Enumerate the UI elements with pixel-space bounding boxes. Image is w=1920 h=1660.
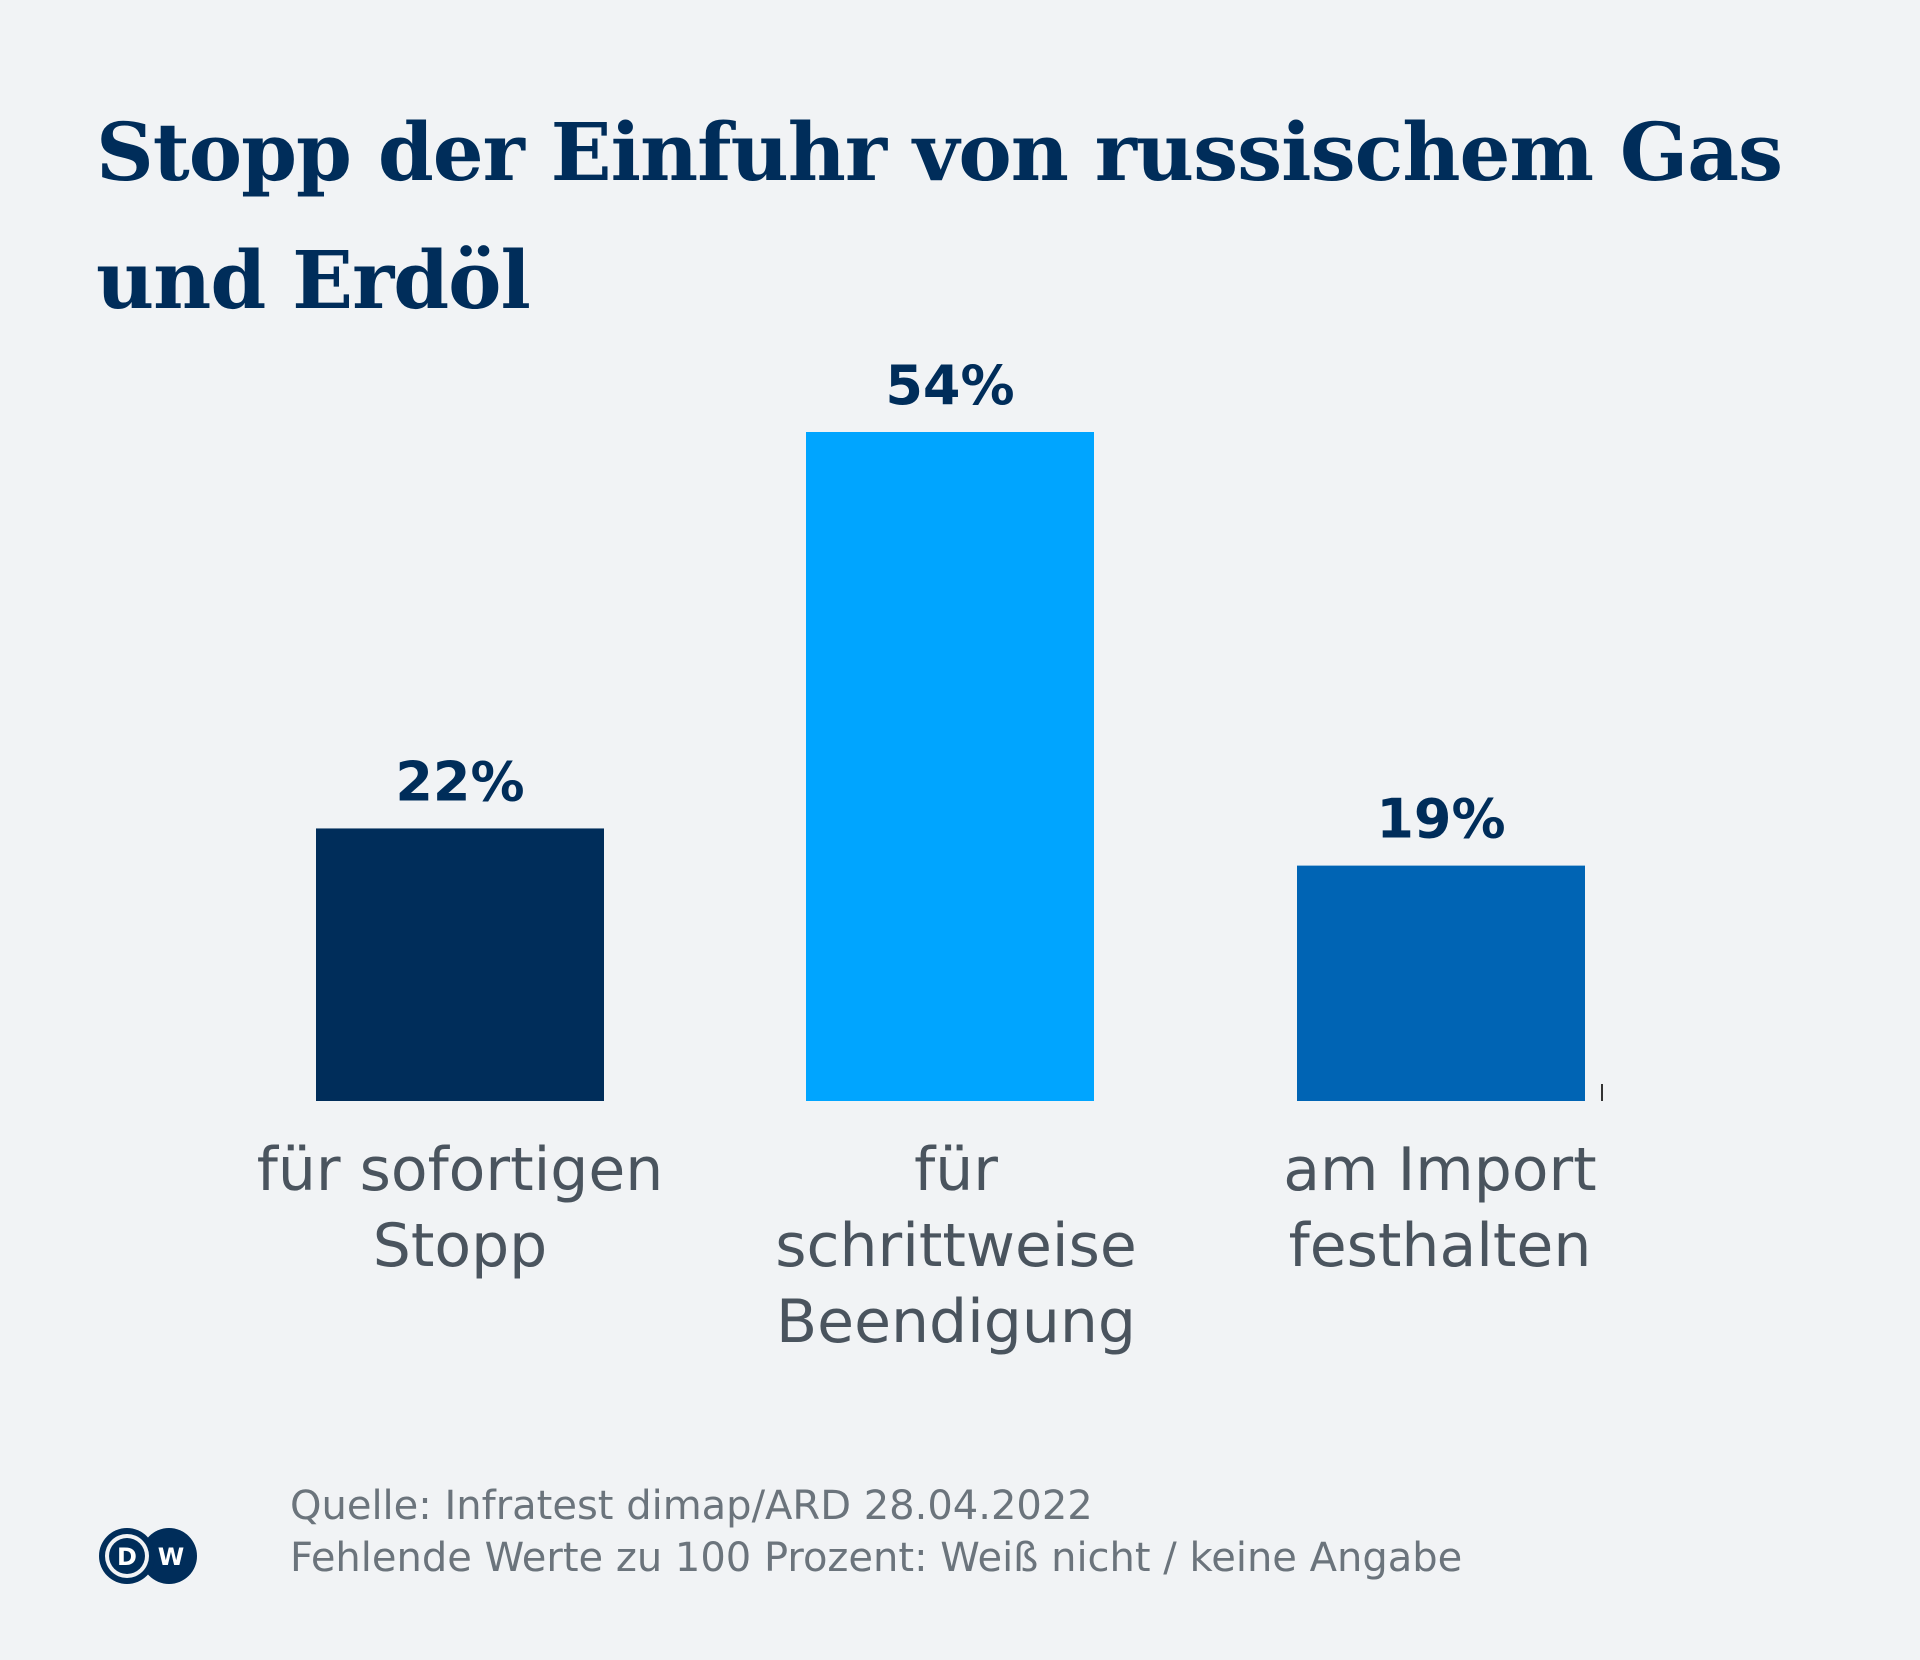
- svg-text:D: D: [117, 1543, 137, 1571]
- category-label: Beendigung: [776, 1287, 1136, 1357]
- category-label: schrittweise: [775, 1211, 1137, 1281]
- value-label: 54%: [885, 354, 1014, 417]
- category-label: festhalten: [1289, 1211, 1592, 1281]
- category-label: Stopp: [373, 1211, 548, 1281]
- source-text: Quelle: Infratest dimap/ARD 28.04.2022: [290, 1483, 1093, 1529]
- value-label: 19%: [1376, 788, 1505, 851]
- bar: [1297, 865, 1585, 1101]
- bar: [806, 432, 1094, 1101]
- svg-text:W: W: [158, 1543, 184, 1571]
- category-label: für sofortigen: [257, 1135, 664, 1205]
- bar: [316, 828, 604, 1101]
- note-text: Fehlende Werte zu 100 Prozent: Weiß nich…: [290, 1535, 1463, 1581]
- category-label: am Import: [1283, 1135, 1596, 1205]
- value-label: 22%: [395, 750, 524, 813]
- category-label: für: [914, 1135, 998, 1205]
- dw-logo: D W: [99, 1528, 197, 1584]
- chart-title: Stopp der Einfuhr von russischem Gas und…: [96, 105, 1783, 327]
- footer: Quelle: Infratest dimap/ARD 28.04.2022 F…: [290, 1480, 1462, 1584]
